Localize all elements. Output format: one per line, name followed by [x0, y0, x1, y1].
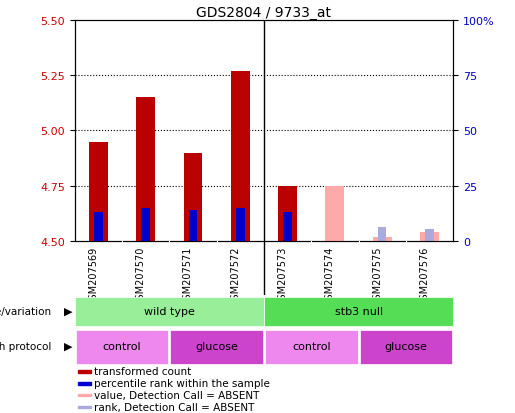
Bar — [359, 330, 452, 364]
Text: growth protocol: growth protocol — [0, 341, 51, 351]
Bar — [188, 211, 197, 242]
Bar — [236, 209, 245, 242]
Bar — [231, 71, 250, 242]
Text: GSM207570: GSM207570 — [135, 246, 146, 305]
Text: GSM207576: GSM207576 — [420, 246, 430, 305]
Bar — [265, 330, 357, 364]
Title: GDS2804 / 9733_at: GDS2804 / 9733_at — [196, 6, 332, 20]
Text: GSM207574: GSM207574 — [325, 246, 335, 305]
Bar — [378, 227, 386, 242]
Bar — [142, 209, 150, 242]
Bar — [75, 297, 264, 327]
Bar — [183, 153, 202, 242]
Text: GSM207573: GSM207573 — [278, 246, 287, 305]
Text: wild type: wild type — [144, 306, 195, 316]
Text: control: control — [292, 341, 331, 351]
Bar — [373, 237, 392, 242]
Text: value, Detection Call = ABSENT: value, Detection Call = ABSENT — [94, 390, 259, 400]
Bar — [89, 142, 108, 242]
Text: control: control — [102, 341, 141, 351]
Bar — [78, 382, 91, 385]
Text: GSM207572: GSM207572 — [230, 246, 241, 305]
Bar — [283, 213, 292, 242]
Bar — [425, 230, 434, 242]
Bar — [420, 233, 439, 242]
Text: GSM207569: GSM207569 — [89, 246, 98, 305]
Text: percentile rank within the sample: percentile rank within the sample — [94, 378, 269, 388]
Text: GSM207575: GSM207575 — [372, 246, 382, 305]
Bar — [78, 406, 91, 408]
Text: glucose: glucose — [384, 341, 427, 351]
Bar — [264, 297, 453, 327]
Text: genotype/variation: genotype/variation — [0, 306, 51, 316]
Text: rank, Detection Call = ABSENT: rank, Detection Call = ABSENT — [94, 402, 254, 412]
Bar — [278, 186, 297, 242]
Bar — [136, 98, 155, 242]
Text: stb3 null: stb3 null — [335, 306, 383, 316]
Text: ▶: ▶ — [64, 306, 72, 316]
Bar — [78, 394, 91, 396]
Text: ▶: ▶ — [64, 341, 72, 351]
Text: glucose: glucose — [195, 341, 238, 351]
Bar — [76, 330, 168, 364]
Bar — [94, 213, 102, 242]
Bar — [170, 330, 263, 364]
Bar — [325, 186, 345, 242]
Text: GSM207571: GSM207571 — [183, 246, 193, 305]
Text: transformed count: transformed count — [94, 366, 191, 376]
Bar — [78, 370, 91, 373]
